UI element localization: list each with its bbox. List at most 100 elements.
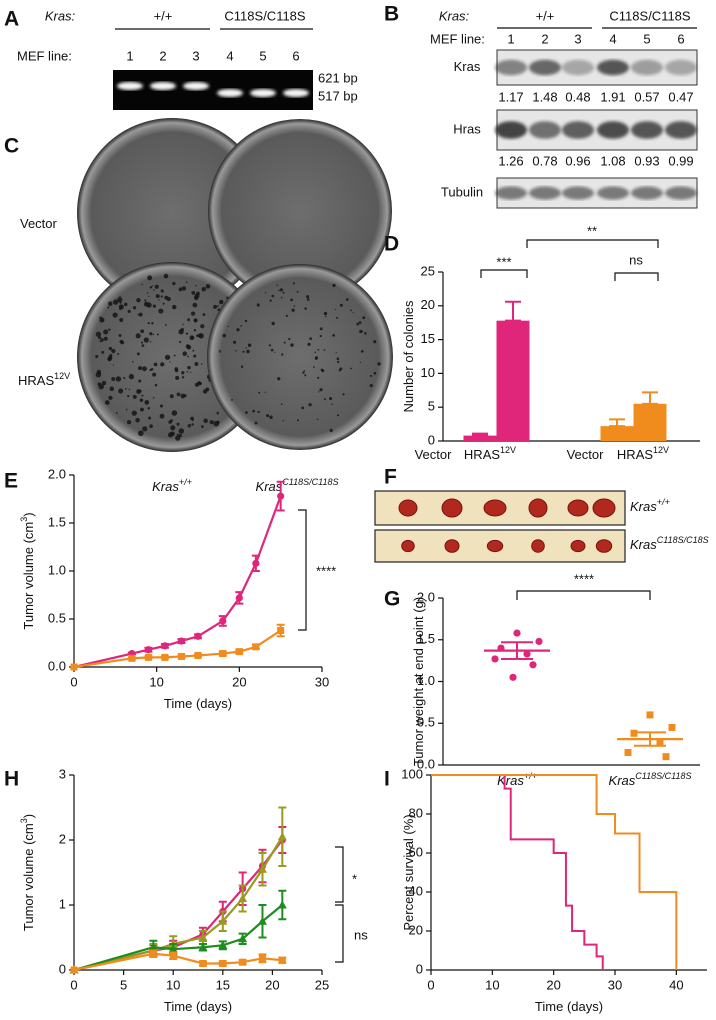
marker bbox=[219, 960, 227, 967]
colony bbox=[193, 329, 197, 332]
colony bbox=[187, 355, 189, 358]
x-axis-label-text: Time (days) bbox=[164, 999, 232, 1014]
x-tick-label: 20 bbox=[265, 977, 279, 992]
y-tick-label: 1.5 bbox=[48, 514, 66, 529]
colony bbox=[141, 394, 144, 397]
colony bbox=[217, 305, 219, 307]
colony bbox=[176, 433, 179, 436]
colony bbox=[132, 361, 134, 363]
colony bbox=[303, 370, 306, 372]
colony bbox=[120, 305, 122, 307]
colony bbox=[141, 399, 143, 401]
x-tick-label: 30 bbox=[315, 674, 329, 689]
quantity: 1.08 bbox=[600, 153, 625, 168]
annotation: *** bbox=[496, 254, 511, 269]
x-tick-label: 10 bbox=[485, 977, 499, 992]
quantity: 0.57 bbox=[634, 89, 659, 104]
colony bbox=[191, 291, 196, 295]
colony bbox=[169, 394, 174, 399]
colony bbox=[236, 328, 240, 332]
marker bbox=[513, 629, 521, 637]
y-tick-label: 20 bbox=[421, 297, 435, 312]
tumor bbox=[483, 499, 507, 517]
significance-bracket bbox=[516, 590, 651, 600]
colony bbox=[168, 356, 171, 359]
x-tick-label: HRAS12V bbox=[464, 445, 516, 462]
colony bbox=[176, 392, 181, 397]
colony bbox=[254, 421, 258, 425]
blot-label: Hras bbox=[453, 121, 481, 136]
column-label: KrasC118S/C118S bbox=[256, 477, 339, 494]
colony bbox=[213, 420, 220, 427]
colony bbox=[152, 285, 154, 287]
colony bbox=[323, 349, 326, 352]
x-tick-label-sup: +/+ bbox=[524, 771, 537, 781]
colony bbox=[334, 308, 337, 311]
colony bbox=[216, 411, 220, 415]
marker bbox=[168, 944, 178, 953]
colony bbox=[173, 354, 176, 357]
colony bbox=[149, 332, 153, 336]
colony bbox=[132, 306, 137, 310]
y-axis-label: Number of colonies bbox=[401, 300, 416, 412]
x-tick-label: 5 bbox=[120, 977, 127, 992]
y-tick-label: 40 bbox=[409, 883, 423, 898]
colony bbox=[141, 344, 145, 347]
colony bbox=[291, 308, 295, 312]
band-size: 517 bp bbox=[318, 88, 358, 103]
colony bbox=[112, 364, 115, 366]
tumor bbox=[398, 499, 418, 517]
blot-band bbox=[597, 59, 629, 76]
colony bbox=[308, 403, 312, 407]
row-label-sup: 12V bbox=[54, 371, 70, 381]
colony bbox=[245, 411, 248, 414]
marker bbox=[148, 942, 158, 951]
colony bbox=[256, 303, 260, 307]
blot-band bbox=[562, 59, 594, 76]
marker bbox=[198, 933, 208, 941]
colony bbox=[172, 281, 176, 286]
x-axis-label-text: Time (days) bbox=[535, 999, 603, 1014]
colony bbox=[356, 322, 360, 326]
annotation: **** bbox=[316, 563, 336, 578]
lane-number: 6 bbox=[292, 48, 299, 63]
colony bbox=[193, 354, 197, 358]
error-bar bbox=[472, 432, 488, 437]
colony bbox=[213, 304, 218, 309]
panel-label: F bbox=[384, 466, 397, 489]
marker bbox=[238, 894, 248, 902]
colony bbox=[118, 334, 122, 337]
colony bbox=[156, 333, 159, 336]
colony bbox=[149, 424, 153, 429]
colony bbox=[187, 318, 191, 322]
colony bbox=[279, 288, 283, 292]
colony bbox=[331, 403, 333, 406]
colony bbox=[144, 400, 150, 405]
x-axis-label-text: Time (days) bbox=[164, 696, 232, 711]
x-axis-label: Time (days) bbox=[164, 696, 232, 711]
group-label: +/+ bbox=[536, 8, 555, 23]
colony bbox=[359, 329, 363, 334]
colony bbox=[99, 316, 102, 319]
colony bbox=[187, 423, 192, 428]
colony bbox=[240, 365, 244, 368]
y-axis-label-sup: 3 bbox=[19, 517, 29, 522]
colony bbox=[195, 284, 197, 287]
colony bbox=[191, 311, 196, 316]
colony bbox=[314, 357, 318, 360]
blot-band bbox=[631, 59, 663, 76]
column-label: Kras+/+ bbox=[152, 477, 192, 494]
colony bbox=[162, 302, 165, 305]
panel-label: A bbox=[4, 8, 19, 31]
colony bbox=[352, 312, 354, 314]
marker bbox=[144, 646, 152, 654]
bar bbox=[496, 320, 530, 441]
y-axis-label: Tumor weight at end point (g) bbox=[411, 597, 426, 766]
colony bbox=[155, 294, 160, 299]
colony bbox=[323, 398, 326, 401]
colony bbox=[183, 394, 187, 398]
series-line bbox=[73, 836, 284, 972]
row-label-sup: +/+ bbox=[657, 497, 670, 507]
colony bbox=[240, 325, 242, 327]
colony bbox=[104, 400, 110, 405]
